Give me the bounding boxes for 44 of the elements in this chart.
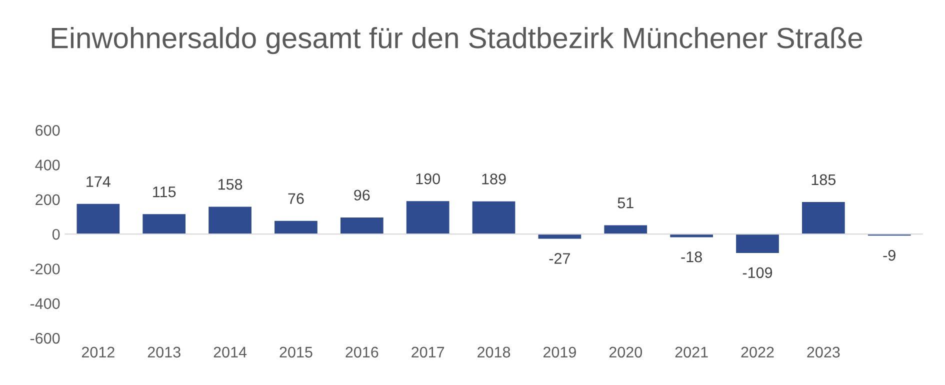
x-tick-label: 2021 xyxy=(675,346,708,358)
x-tick-label: 2017 xyxy=(412,346,444,358)
bar xyxy=(604,225,648,234)
y-tick-label: -400 xyxy=(30,298,60,310)
bar xyxy=(736,234,779,253)
y-tick-label: 400 xyxy=(35,160,60,170)
x-tick-label: 2016 xyxy=(346,346,378,358)
y-tick-label: 600 xyxy=(36,125,60,136)
data-label: 76 xyxy=(288,193,304,204)
x-tick-label: 2013 xyxy=(148,346,180,358)
y-tick-label: 200 xyxy=(36,194,60,206)
x-tick-label: 2012 xyxy=(82,346,114,358)
data-label: 96 xyxy=(354,190,370,201)
x-tick-label: 2015 xyxy=(280,346,312,358)
data-label: -27 xyxy=(549,253,570,264)
data-label: 189 xyxy=(482,174,506,184)
y-tick-label: 0 xyxy=(52,228,60,240)
bar xyxy=(802,202,845,234)
data-label: 185 xyxy=(812,174,836,186)
data-label: -109 xyxy=(742,267,772,278)
bar xyxy=(472,201,516,234)
data-label: -9 xyxy=(883,250,896,261)
chart-title: Einwohnersaldo gesamt für den Stadtbezirk Münchener Straße xyxy=(52,26,862,54)
bar xyxy=(406,201,450,234)
data-label: 174 xyxy=(86,176,110,187)
x-tick-label: 2022 xyxy=(741,346,774,358)
x-tick-label: 2018 xyxy=(478,346,510,358)
data-label: 190 xyxy=(416,173,440,184)
bar xyxy=(142,214,186,234)
bar xyxy=(76,204,120,234)
bar xyxy=(340,217,384,234)
y-tick-label: -200 xyxy=(30,264,60,274)
y-tick-label: -600 xyxy=(30,332,60,344)
data-label: 158 xyxy=(218,178,242,190)
data-label: 115 xyxy=(153,186,176,198)
x-tick-label: 2023 xyxy=(807,346,840,358)
bar xyxy=(208,206,252,234)
bar xyxy=(274,220,318,234)
x-tick-label: 2014 xyxy=(214,346,247,358)
data-label: -18 xyxy=(681,251,702,262)
x-tick-label: 2020 xyxy=(609,346,642,358)
data-label: 51 xyxy=(618,198,634,208)
bar xyxy=(538,234,582,239)
x-tick-label: 2019 xyxy=(543,346,576,358)
